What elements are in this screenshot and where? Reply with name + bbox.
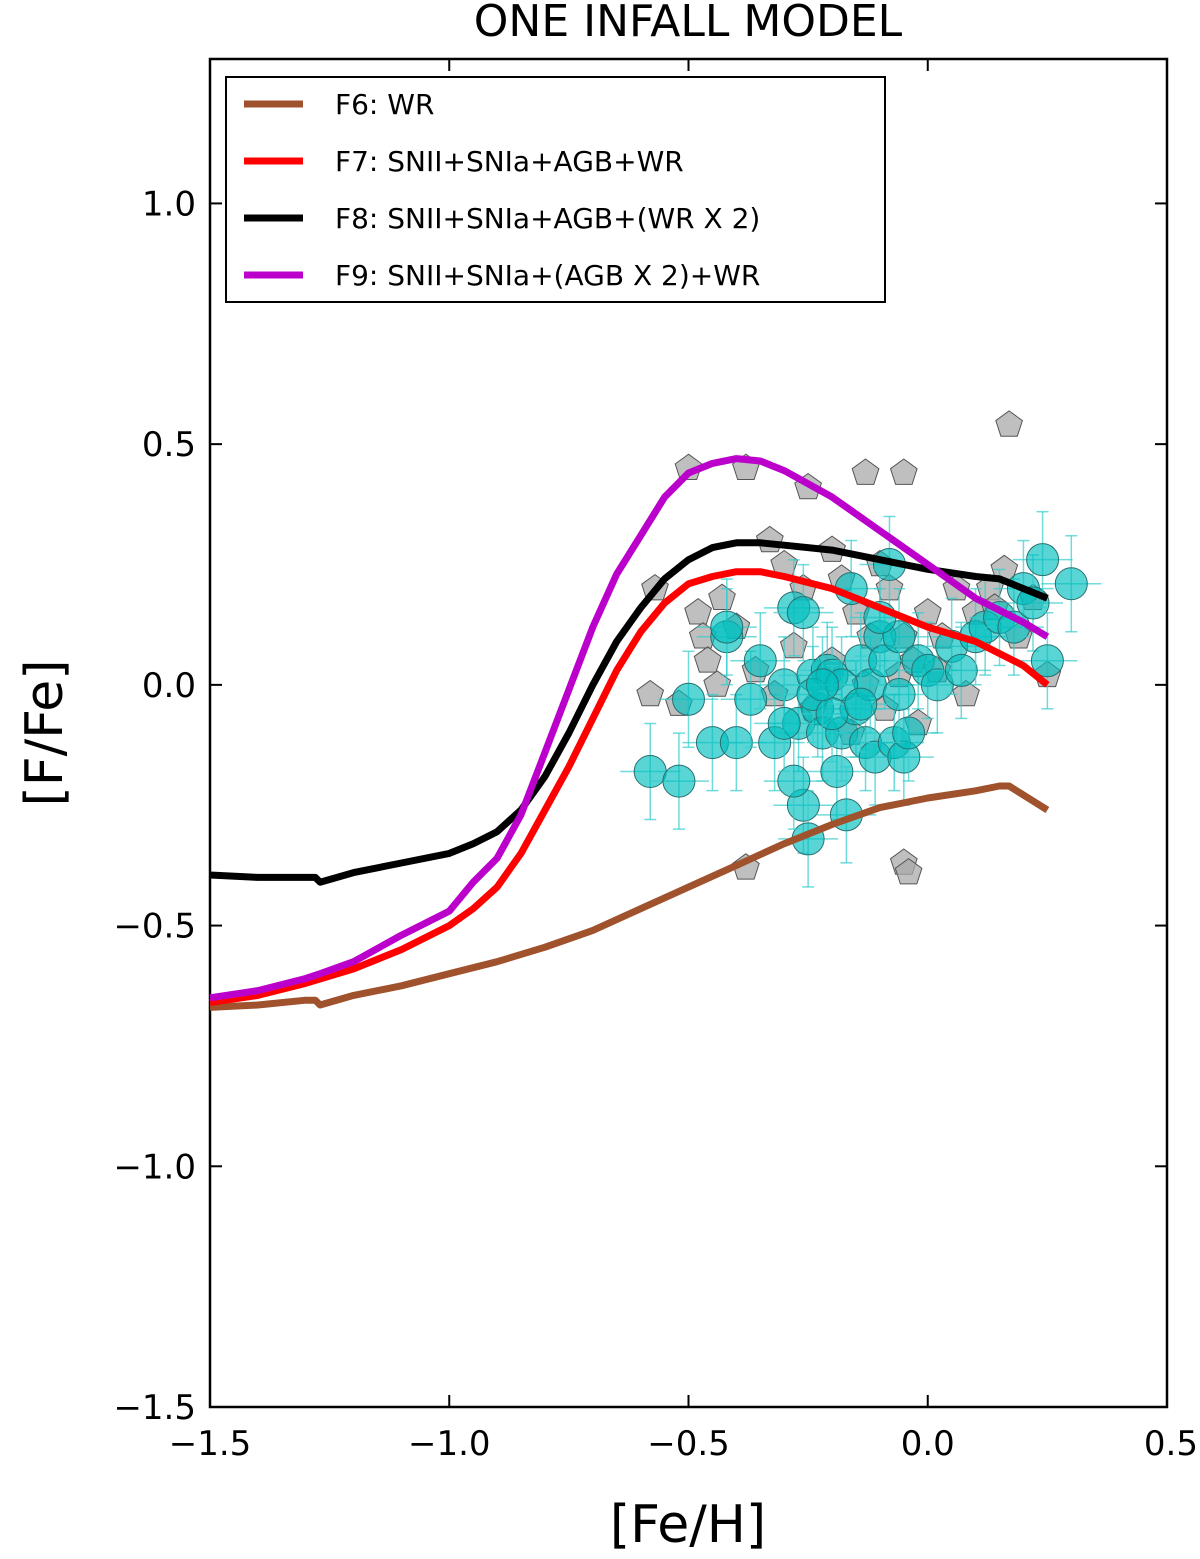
series-line-7 bbox=[209, 568, 1050, 1007]
x-tick-label: 0.0 bbox=[901, 1424, 955, 1464]
y-tick-label: −1.0 bbox=[113, 1147, 196, 1187]
cyan-circle-point bbox=[1041, 535, 1102, 633]
gray-pentagon-point bbox=[952, 679, 980, 707]
cyan-circle-marker bbox=[662, 764, 696, 798]
series-line-6 bbox=[209, 782, 1050, 1011]
y-tick-label: 1.0 bbox=[142, 184, 196, 224]
legend: F6: WR F7: SNII+SNIa+AGB+WR F8: SNII+SNIa+… bbox=[225, 76, 886, 303]
x-tick-label: −1.0 bbox=[408, 1424, 491, 1464]
y-axis-label: [F/Fe] bbox=[15, 659, 75, 806]
cyan-circle-point bbox=[754, 674, 815, 773]
cyan-circle-marker bbox=[1030, 644, 1064, 678]
cyan-circle-point bbox=[648, 732, 709, 830]
cyan-circle-point bbox=[1012, 510, 1073, 609]
cyan-circle-marker bbox=[767, 706, 801, 740]
cyan-circle-point bbox=[730, 612, 791, 710]
cyan-circle-point bbox=[620, 722, 681, 821]
gray-pentagon-point bbox=[889, 458, 918, 485]
y-tick-label: 0.0 bbox=[142, 666, 196, 706]
tick-labels: −1.5 −1.0 −0.5 0.0 0.5 −1.5 −1.0 −0.5 0.0 0.5 1.0 bbox=[113, 184, 1198, 1464]
legend-label: F8: SNII+SNIa+AGB+(WR X 2) bbox=[335, 202, 760, 235]
cyan-circle-marker bbox=[815, 697, 849, 731]
legend-box bbox=[225, 76, 886, 303]
cyan-circle-point bbox=[696, 578, 757, 676]
y-tick-label: 0.5 bbox=[142, 425, 196, 465]
cyan-circle-point bbox=[931, 621, 992, 720]
legend-label: F9: SNII+SNIa+(AGB X 2)+WR bbox=[335, 259, 760, 292]
cyan-circle-marker bbox=[710, 610, 744, 644]
gray-pentagon-point bbox=[636, 679, 665, 707]
legend-entries: F6: WR F7: SNII+SNIa+AGB+WR F8: SNII+SNIa+… bbox=[244, 88, 760, 292]
cyan-circle-marker bbox=[820, 755, 854, 789]
gray-pentagon-point bbox=[703, 670, 732, 697]
cyan-circle-points bbox=[620, 510, 1102, 888]
cyan-circle-marker bbox=[844, 687, 878, 721]
legend-label: F6: WR bbox=[335, 88, 434, 121]
cyan-circle-marker bbox=[743, 644, 777, 678]
x-tick-label: −0.5 bbox=[647, 1424, 730, 1464]
y-tick-label: −0.5 bbox=[113, 907, 196, 947]
cyan-circle-marker bbox=[1026, 543, 1060, 577]
cyan-circle-marker bbox=[1054, 567, 1088, 601]
cyan-circle-marker bbox=[786, 596, 820, 630]
cyan-circle-point bbox=[1017, 612, 1078, 710]
gray-pentagon-point bbox=[684, 597, 712, 625]
plot-area bbox=[208, 57, 1169, 1409]
cyan-circle-marker bbox=[777, 764, 811, 798]
cyan-circle-marker bbox=[944, 653, 978, 687]
axis-ticks bbox=[209, 59, 1168, 1408]
model-lines bbox=[209, 455, 1050, 1011]
cyan-circle-marker bbox=[892, 716, 926, 750]
cyan-circle-marker bbox=[633, 755, 667, 789]
cyan-circle-point bbox=[763, 732, 824, 830]
series-line-9 bbox=[209, 455, 1050, 1002]
x-axis-label: [Fe/H] bbox=[610, 1495, 766, 1555]
gray-pentagon-point bbox=[851, 458, 880, 485]
series-line-8 bbox=[209, 539, 1049, 886]
y-tick-label: −1.5 bbox=[113, 1388, 196, 1428]
x-tick-label: 0.5 bbox=[1144, 1424, 1198, 1464]
gray-pentagon-point bbox=[995, 410, 1023, 437]
cyan-circle-point bbox=[658, 650, 719, 749]
cyan-circle-marker bbox=[882, 677, 916, 711]
cyan-circle-point bbox=[792, 636, 853, 734]
legend-label: F7: SNII+SNIa+AGB+WR bbox=[335, 145, 684, 178]
x-tick-label: −1.5 bbox=[169, 1424, 252, 1464]
cyan-circle-marker bbox=[672, 682, 705, 716]
gray-pentagon-point bbox=[708, 583, 736, 610]
cyan-circle-marker bbox=[734, 682, 768, 716]
gray-pentagon-point bbox=[693, 646, 722, 673]
cyan-circle-point bbox=[869, 645, 930, 744]
chart-title: ONE INFALL MODEL bbox=[474, 0, 903, 47]
gray-pentagon-point bbox=[894, 857, 923, 885]
cyan-circle-point bbox=[830, 655, 891, 753]
cyan-circle-marker bbox=[805, 668, 839, 702]
